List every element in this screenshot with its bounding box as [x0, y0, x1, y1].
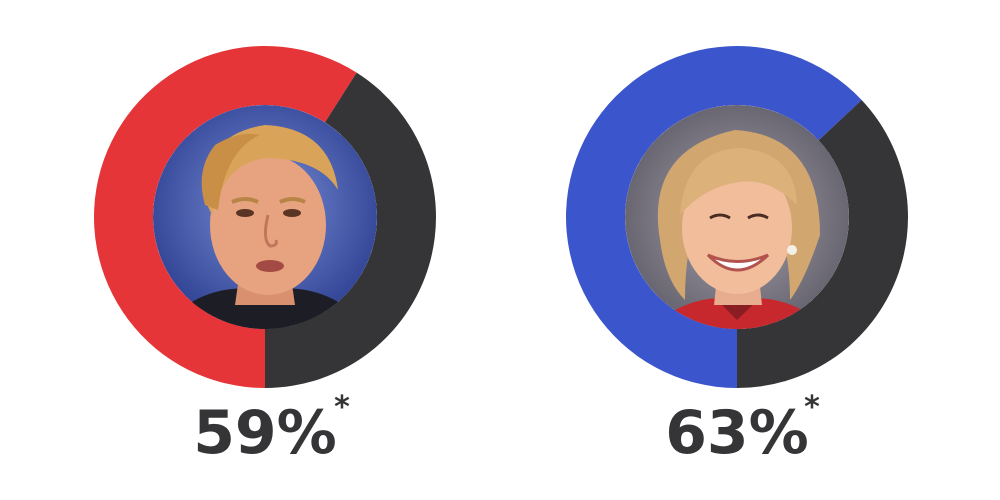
- donut-2-value-label: 63%: [665, 398, 809, 468]
- donut-2-footnote-mark: *: [804, 390, 820, 425]
- donut-chart-2: [566, 46, 908, 388]
- donut-1-value-label: 59%: [193, 398, 337, 468]
- donut-chart-1: [94, 46, 436, 388]
- donut-1-footnote-mark: *: [334, 390, 350, 425]
- candidate-portrait-red: [153, 105, 377, 330]
